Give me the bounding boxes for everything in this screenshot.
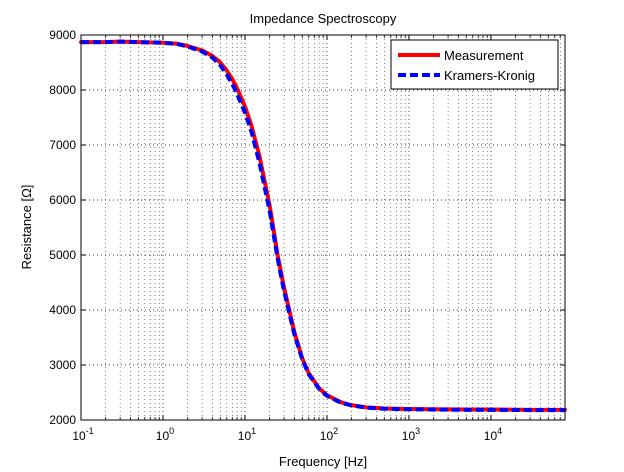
y-tick-label: 5000 [49,248,76,262]
x-tick-label: 104 [484,426,502,443]
legend-label-measurement: Measurement [444,48,524,63]
x-tick-label: 102 [320,426,338,443]
x-tick-label: 101 [238,426,256,443]
y-tick-label: 9000 [49,28,76,42]
x-tick-labels: 10-1 100 101 102 103 104 [72,426,502,443]
y-tick-label: 4000 [49,303,76,317]
y-tick-labels: 2000 3000 4000 5000 6000 7000 8000 9000 [49,28,76,427]
chart-title: Impedance Spectroscopy [250,11,397,26]
x-tick-label: 10-1 [72,426,93,443]
y-tick-label: 7000 [49,138,76,152]
legend-box [390,39,559,90]
y-tick-label: 2000 [49,413,76,427]
series-layer [79,39,567,413]
x-tick-label: 100 [156,426,174,443]
y-tick-label: 8000 [49,83,76,97]
y-tick-label: 6000 [49,193,76,207]
y-axis-label: Resistance [Ω] [19,185,34,270]
y-tick-label: 3000 [49,358,76,372]
legend: Measurement Kramers-Kronig [390,39,559,90]
ticks [80,34,566,421]
series-line-kramers-kronig [81,39,565,413]
legend-label-kramers-kronig: Kramers-Kronig [444,68,535,83]
x-tick-label: 103 [402,426,420,443]
x-axis-label: Frequency [Hz] [279,454,367,469]
